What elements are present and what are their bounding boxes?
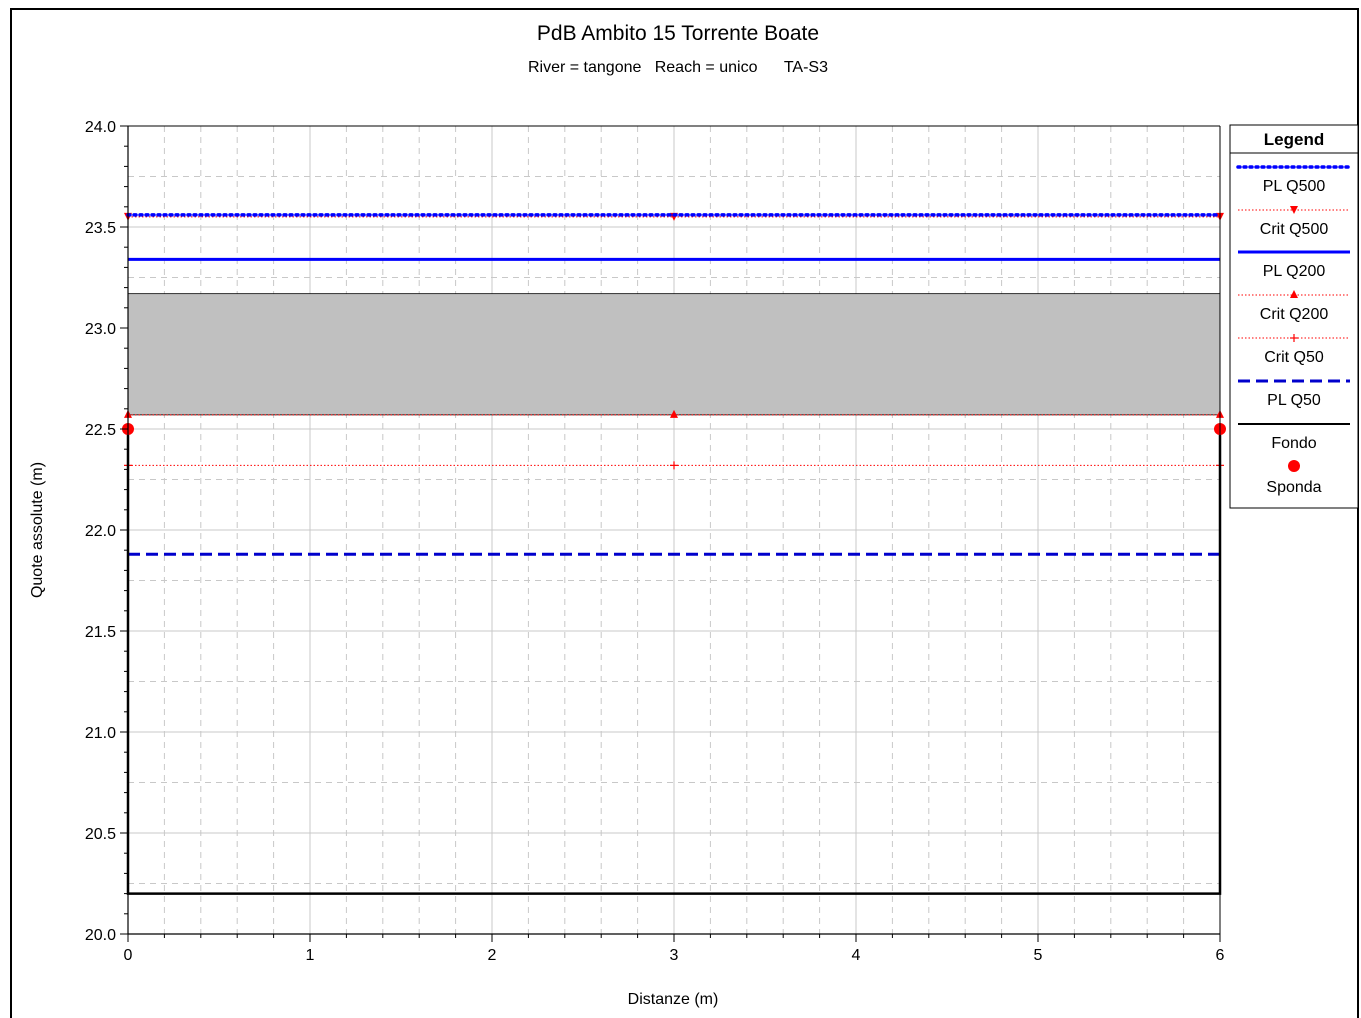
water-area [127, 293, 1221, 416]
y-axis-label: Quote assolute (m) [29, 462, 46, 598]
chart-title: PdB Ambito 15 Torrente Boate [537, 22, 819, 45]
legend-sponda-swatch [1288, 460, 1300, 472]
legend-sponda-label: Sponda [1266, 479, 1321, 496]
legend-title: Legend [1264, 130, 1324, 149]
chart-subtitle: River = tangone Reach = unico TA-S3 [528, 59, 828, 76]
plot-area: 0 1 2 3 4 5 6 20.0 20.5 21.0 21.5 22.0 22.5 23.0 23.5 2… [85, 119, 1226, 964]
x-tick-label: 0 [124, 947, 133, 964]
legend-crit-q50-label: Crit Q50 [1264, 349, 1324, 366]
legend-fondo-label: Fondo [1271, 435, 1316, 452]
y-tick-label: 20.0 [85, 927, 116, 944]
x-axis-label: Distanze (m) [628, 991, 719, 1008]
y-tick-label: 21.5 [85, 624, 116, 641]
x-tick-label: 2 [488, 947, 497, 964]
legend-crit-q200-label: Crit Q200 [1260, 306, 1329, 323]
legend-crit-q500-marker [1290, 206, 1298, 214]
y-tick-label: 23.0 [85, 321, 116, 338]
x-tick-label: 1 [306, 947, 315, 964]
x-tick-label: 4 [852, 947, 861, 964]
legend-box [1229, 124, 1359, 509]
x-tick-label: 3 [670, 947, 679, 964]
legend-crit-q500-label: Crit Q500 [1260, 221, 1329, 238]
y-tick-label: 23.5 [85, 220, 116, 237]
legend-pl-q50-label: PL Q50 [1267, 392, 1321, 409]
y-tick-label: 20.5 [85, 826, 116, 843]
series-crit-q200-point [670, 409, 678, 418]
legend: Legend PL Q500 Crit Q500 PL Q200 Crit Q200 Cr… [1229, 124, 1359, 509]
y-tick-label: 22.0 [85, 523, 116, 540]
y-tick-label: 22.5 [85, 422, 116, 439]
y-tick-label: 21.0 [85, 725, 116, 742]
legend-pl-q200-label: PL Q200 [1263, 263, 1326, 280]
series-crit-q50-point [670, 461, 678, 470]
x-tick-label: 6 [1216, 947, 1225, 964]
x-tick-label: 5 [1034, 947, 1043, 964]
chart-frame [10, 8, 1359, 1018]
legend-pl-q500-label: PL Q500 [1263, 178, 1326, 195]
legend-crit-q50-marker [1290, 334, 1298, 342]
y-tick-label: 24.0 [85, 119, 116, 136]
legend-crit-q200-marker [1290, 290, 1298, 298]
